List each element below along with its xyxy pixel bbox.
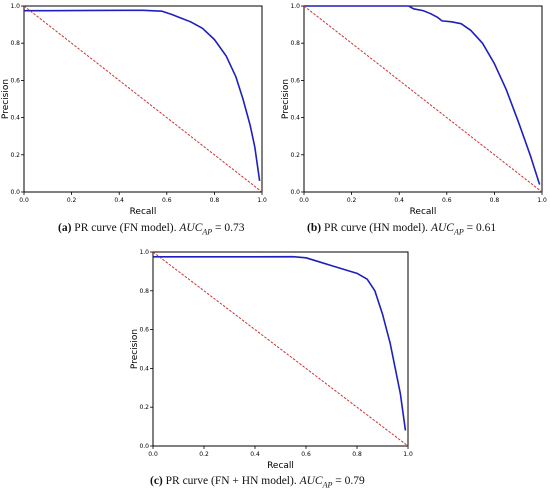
y-tick-label: 0.2 bbox=[139, 404, 149, 411]
x-tick-label: 0.8 bbox=[490, 197, 500, 204]
caption-c-metric: AUC bbox=[299, 475, 323, 487]
y-tick-label: 0.6 bbox=[139, 327, 149, 334]
y-axis-label: Precision bbox=[281, 79, 291, 119]
caption-a: (a) PR curve (FN model). AUCAP = 0.73 bbox=[58, 222, 245, 236]
y-tick-label: 0.0 bbox=[10, 189, 20, 196]
chart-svg-b: 0.0 0.2 0.4 0.6 0.8 1.0 0.0 0.2 0.4 0.6 0.8 1.0 Reca… bbox=[281, 3, 547, 217]
caption-b-label: (b) bbox=[307, 222, 322, 234]
caption-b: (b) PR curve (HN model). AUCAP = 0.61 bbox=[307, 222, 496, 236]
y-tick-label: 0.4 bbox=[290, 115, 300, 122]
y-axis-label: Precision bbox=[130, 329, 140, 369]
x-tick-label: 0.4 bbox=[394, 197, 404, 204]
x-axis-label: Recall bbox=[267, 461, 294, 471]
y-tick-label: 0.2 bbox=[10, 152, 20, 159]
x-axis-label: Recall bbox=[130, 207, 157, 217]
x-tick-label: 0.4 bbox=[250, 451, 260, 458]
caption-a-metric: AUC bbox=[179, 222, 203, 234]
caption-b-text: PR curve (HN model). bbox=[323, 222, 429, 234]
baseline-diagonal-line bbox=[23, 5, 263, 193]
caption-a-value: = 0.73 bbox=[215, 222, 245, 234]
x-tick-label: 1.0 bbox=[403, 451, 413, 458]
caption-b-value: = 0.61 bbox=[466, 222, 497, 234]
chart-panel-a: 0.0 0.2 0.4 0.6 0.8 1.0 0.0 0.2 0.4 0.6 0.8 1.0 Reca… bbox=[0, 0, 270, 217]
y-tick-label: 1.0 bbox=[10, 3, 20, 10]
x-tick-label: 0.0 bbox=[19, 197, 29, 204]
caption-c-value: = 0.79 bbox=[335, 475, 365, 487]
x-tick-label: 0.6 bbox=[162, 197, 172, 204]
caption-a-text: PR curve (FN model). bbox=[74, 222, 177, 234]
x-tick-label: 0.2 bbox=[199, 451, 209, 458]
pr-curve-line bbox=[153, 255, 407, 431]
chart-panel-b: 0.0 0.2 0.4 0.6 0.8 1.0 0.0 0.2 0.4 0.6 0.8 1.0 Reca… bbox=[280, 0, 550, 217]
x-tick-label: 0.2 bbox=[67, 197, 77, 204]
y-tick-label: 0.8 bbox=[139, 288, 149, 295]
x-tick-label: 0.8 bbox=[352, 451, 362, 458]
y-tick-label: 0.4 bbox=[139, 365, 149, 372]
y-tick-label: 0.6 bbox=[10, 77, 20, 84]
y-tick-label: 0.0 bbox=[139, 443, 149, 450]
x-axis-label: Recall bbox=[410, 207, 437, 217]
y-tick-label: 0.6 bbox=[290, 77, 300, 84]
y-axis-label: Precision bbox=[1, 79, 11, 119]
caption-b-metric: AUC bbox=[430, 222, 454, 234]
x-tick-label: 1.0 bbox=[537, 197, 547, 204]
x-tick-label: 0.8 bbox=[210, 197, 220, 204]
y-tick-label: 0.4 bbox=[10, 115, 20, 122]
caption-b-metric-sub: AP bbox=[453, 227, 464, 237]
chart-svg-a: 0.0 0.2 0.4 0.6 0.8 1.0 0.0 0.2 0.4 0.6 0.8 1.0 Reca… bbox=[1, 3, 267, 217]
y-tick-label: 0.8 bbox=[290, 40, 300, 47]
y-tick-label: 1.0 bbox=[290, 3, 300, 10]
y-tick-label: 0.8 bbox=[10, 40, 20, 47]
chart-panel-c: 0.0 0.2 0.4 0.6 0.8 1.0 0.0 0.2 0.4 0.6 0.8 1.0 Reca… bbox=[125, 240, 425, 471]
x-tick-label: 0.4 bbox=[114, 197, 124, 204]
pr-curve-line bbox=[304, 5, 541, 185]
x-tick-label: 0.2 bbox=[347, 197, 357, 204]
caption-a-label: (a) bbox=[58, 222, 72, 234]
x-tick-label: 0.0 bbox=[148, 451, 158, 458]
x-tick-label: 0.6 bbox=[301, 451, 311, 458]
x-tick-label: 1.0 bbox=[257, 197, 267, 204]
caption-c: (c) PR curve (FN + HN model). AUCAP = 0.… bbox=[150, 475, 365, 489]
y-tick-label: 1.0 bbox=[139, 249, 149, 256]
caption-c-text: PR curve (FN + HN model). bbox=[165, 475, 297, 487]
y-tick-label: 0.0 bbox=[290, 189, 300, 196]
y-tick-label: 0.2 bbox=[290, 152, 300, 159]
x-tick-label: 0.6 bbox=[442, 197, 452, 204]
baseline-diagonal-line bbox=[303, 5, 543, 193]
chart-svg-c: 0.0 0.2 0.4 0.6 0.8 1.0 0.0 0.2 0.4 0.6 0.8 1.0 Reca… bbox=[130, 249, 413, 471]
pr-curve-line bbox=[24, 9, 261, 181]
caption-c-metric-sub: AP bbox=[322, 480, 333, 490]
caption-c-label: (c) bbox=[150, 475, 163, 487]
baseline-diagonal-line bbox=[152, 251, 409, 447]
x-tick-label: 0.0 bbox=[299, 197, 309, 204]
caption-a-metric-sub: AP bbox=[202, 227, 213, 237]
